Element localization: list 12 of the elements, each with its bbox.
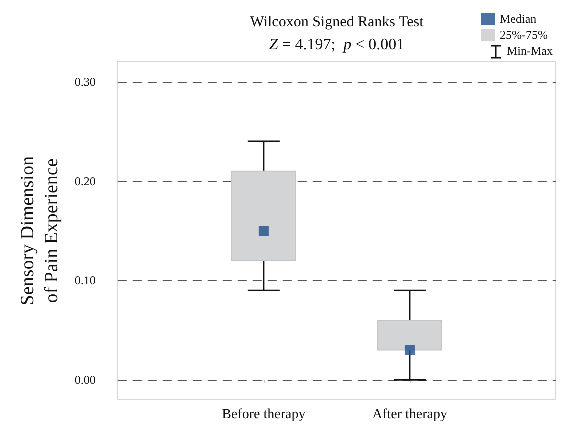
y-tick-label: 0.30 (74, 74, 96, 89)
y-tick-label: 0.00 (74, 373, 96, 388)
text: Min-Max (507, 44, 553, 59)
legend-label: Median (500, 12, 537, 26)
y-axis-title: Sensory Dimension of Pain Experience (18, 156, 62, 306)
legend-label: 25%-75% (500, 28, 548, 42)
x-tick-label: After therapy (372, 408, 448, 422)
chart-title: Wilcoxon Signed Ranks Test (250, 14, 425, 30)
y-tick-label: 0.10 (74, 274, 96, 288)
y-tick-label: 0.20 (74, 174, 96, 188)
chart-subtitle: Z = 4.197; p < 0.001 (269, 36, 405, 54)
x-tick-label: Before therapy (222, 408, 306, 422)
